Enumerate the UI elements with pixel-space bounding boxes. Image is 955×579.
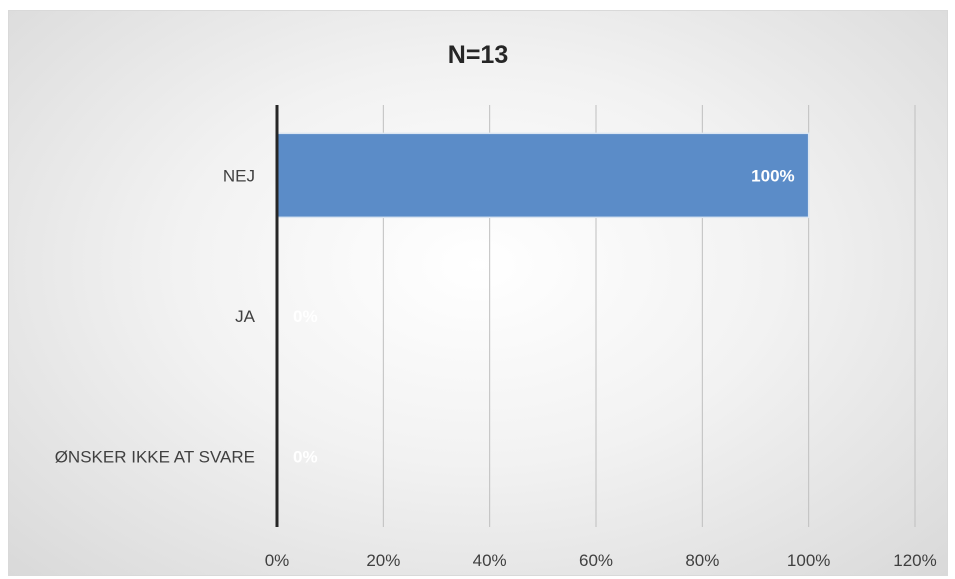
data-label: 100% bbox=[751, 166, 794, 185]
bar-chart: 0% 20% 40% 60% 80% 100% 120% NEJ 100% JA 0% ØNSKER … bbox=[55, 105, 937, 570]
x-tick-label: 60% bbox=[579, 551, 613, 570]
x-tick-label: 120% bbox=[893, 551, 936, 570]
x-tick-label: 80% bbox=[685, 551, 719, 570]
chart-area: N=13 0% 20% 40% 60% 80% 100% 120% NEJ 100% JA 0% ØN… bbox=[8, 10, 948, 576]
data-label: 0% bbox=[293, 448, 318, 467]
chart-title: N=13 bbox=[447, 41, 509, 69]
category-label: NEJ bbox=[223, 166, 255, 185]
x-tick-label: 40% bbox=[473, 551, 507, 570]
category-label: ØNSKER IKKE AT SVARE bbox=[55, 448, 255, 467]
bar bbox=[276, 132, 810, 219]
x-tick-label: 0% bbox=[265, 551, 290, 570]
x-tick-label: 100% bbox=[787, 551, 830, 570]
x-tick-label: 20% bbox=[366, 551, 400, 570]
category-label: JA bbox=[235, 307, 256, 326]
data-label: 0% bbox=[293, 307, 318, 326]
